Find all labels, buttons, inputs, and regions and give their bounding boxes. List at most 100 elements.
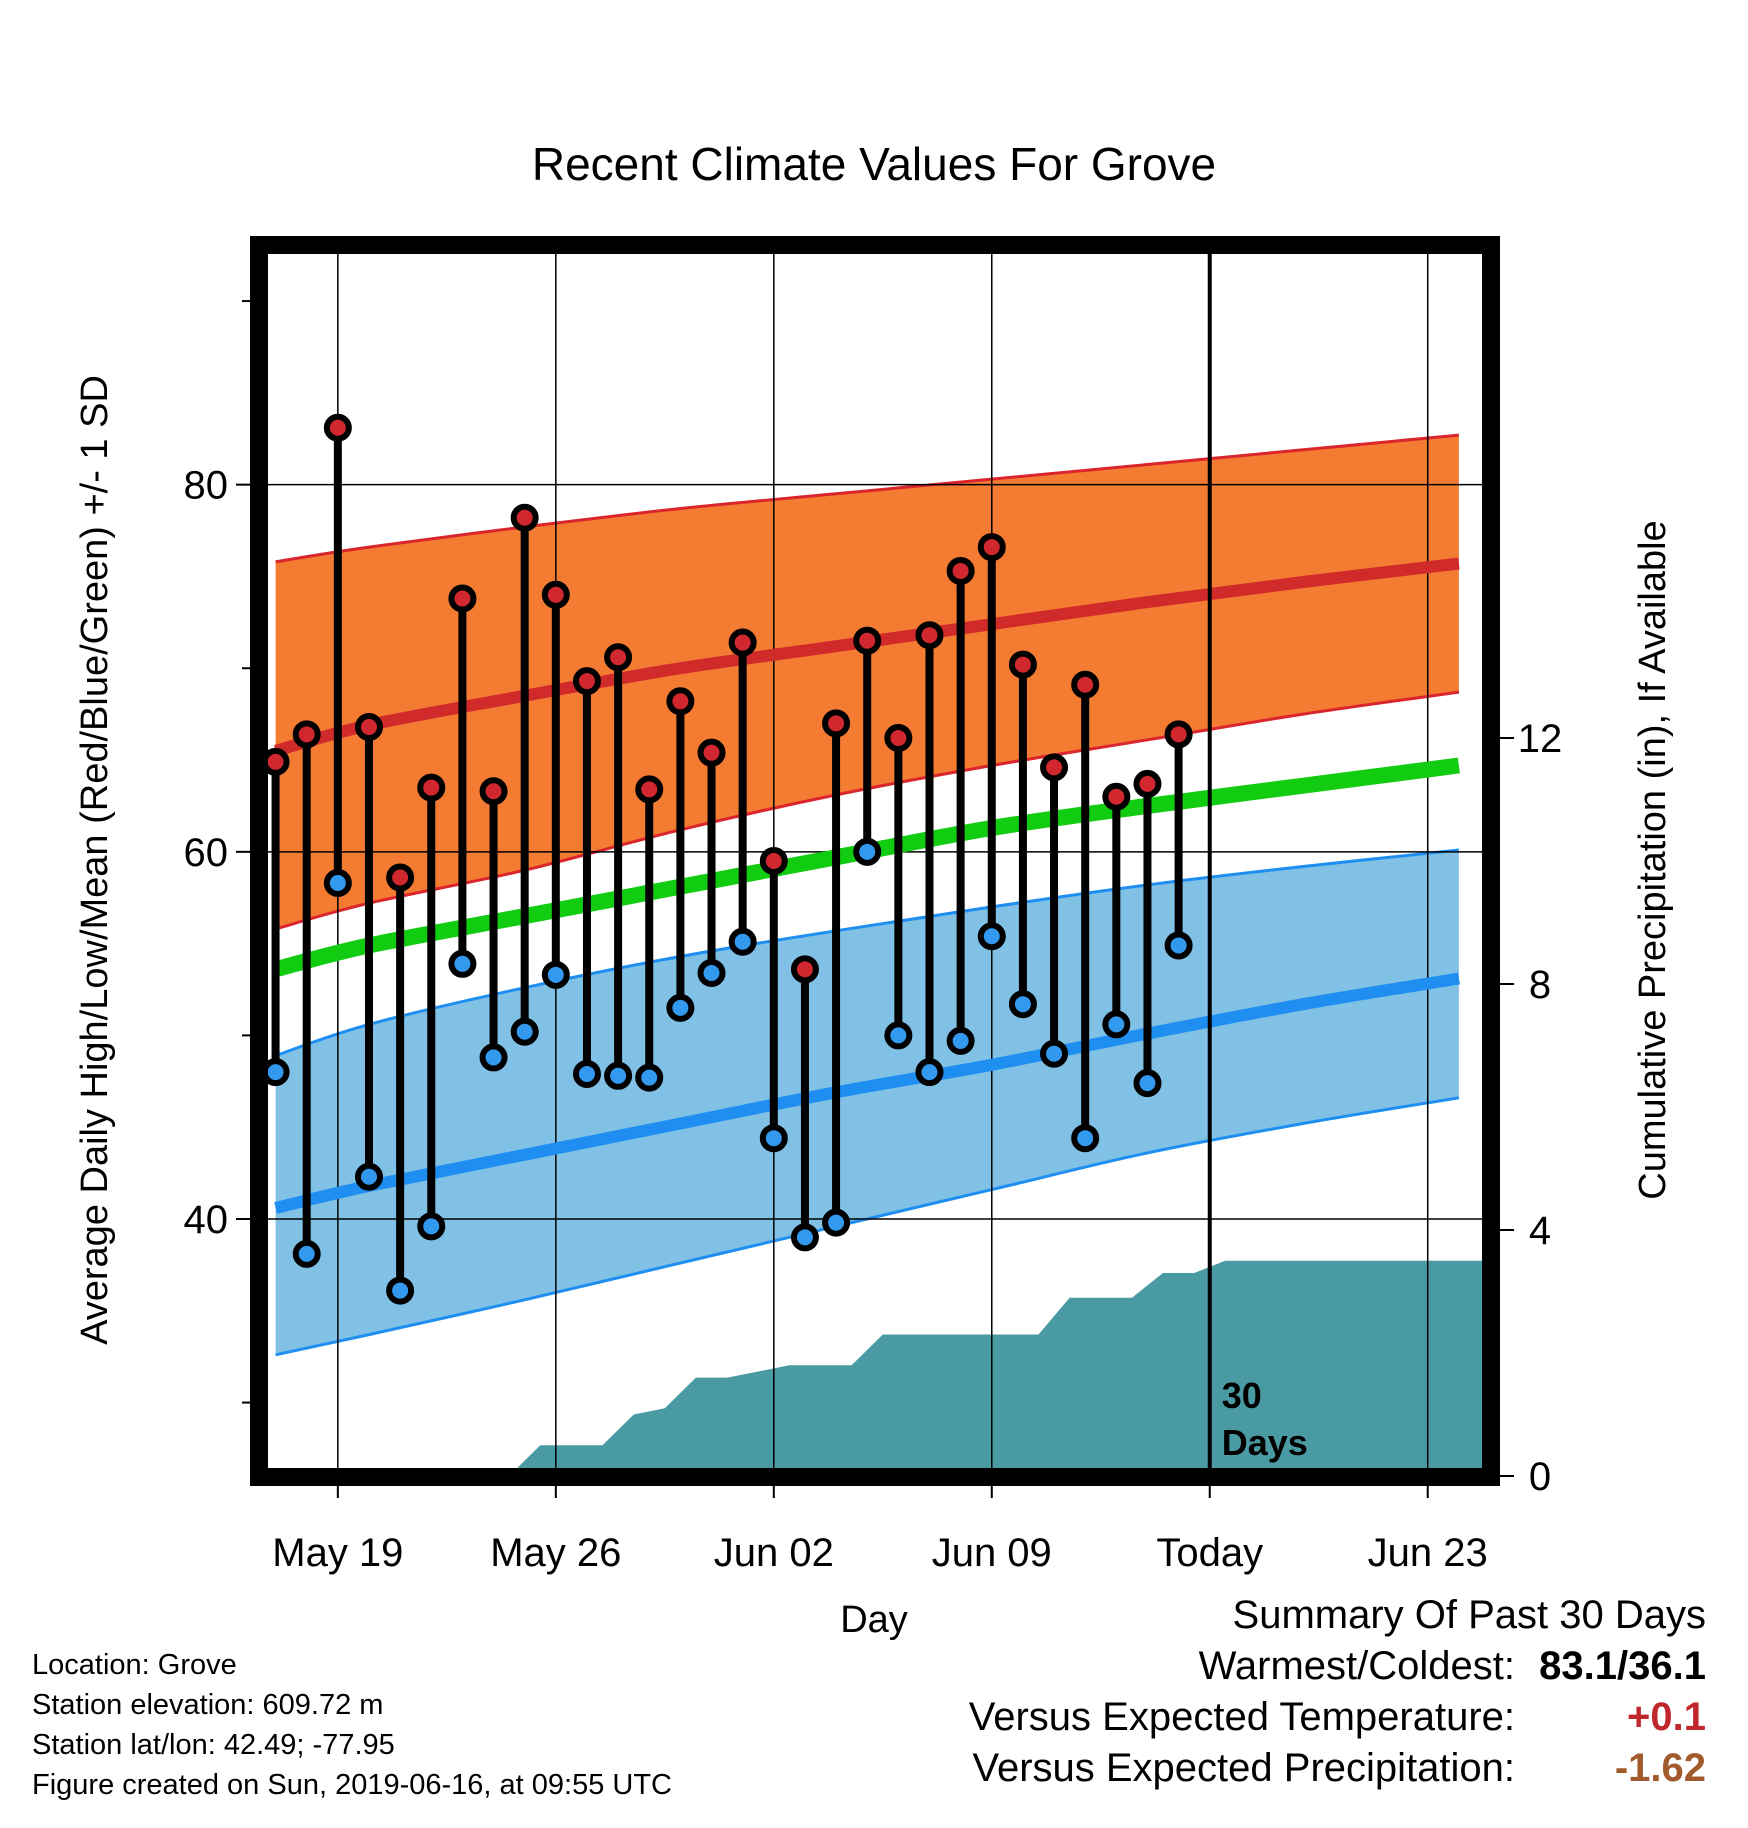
high-temp-point (822, 709, 851, 738)
low-temp-point (448, 949, 477, 978)
low-temp-point (790, 1223, 819, 1252)
high-temp-point (604, 643, 633, 672)
high-temp-point (1164, 720, 1193, 749)
y-tick-label: 60 (184, 831, 229, 875)
low-temp-point (417, 1212, 446, 1241)
low-temp-point (884, 1021, 913, 1050)
low-temp-point (822, 1208, 851, 1237)
summary-precip: Versus Expected Precipitation: -1.62 (969, 1743, 1706, 1794)
high-band-lower-edge (275, 690, 1460, 931)
low-temp-point (697, 958, 726, 987)
warm-cold-label: Warmest/Coldest: (1198, 1644, 1515, 1688)
today-annotation-line2: Days (1222, 1422, 1308, 1463)
low-temp-point (541, 960, 570, 989)
low-temp-point (479, 1043, 508, 1072)
x-axis-label: Day (840, 1599, 908, 1641)
summary-heading: Summary Of Past 30 Days (1232, 1593, 1706, 1637)
high-temp-point (853, 626, 882, 655)
y-axis-label-right: Cumulative Precipitation (in), If Availa… (1632, 520, 1674, 1199)
x-tick-label: Today (1156, 1531, 1263, 1575)
high-temp-point (541, 580, 570, 609)
high-temp-point (417, 773, 446, 802)
high-temp-point (728, 628, 757, 657)
temp-label: Versus Expected Temperature: (968, 1695, 1515, 1739)
summary-temp: Versus Expected Temperature: +0.1 (969, 1692, 1706, 1743)
plot-frame (250, 236, 1500, 1486)
temp-value: +0.1 (1627, 1695, 1706, 1739)
high-temp-point (666, 687, 695, 716)
low-temp-point (635, 1063, 664, 1092)
low-temp-point (1040, 1039, 1069, 1068)
summary-warm-cold: Warmest/Coldest: 83.1/36.1 (969, 1641, 1706, 1692)
low-temp-point (977, 922, 1006, 951)
high-temp-point (510, 503, 539, 532)
high-temp-point (946, 556, 975, 585)
x-tick-label: Jun 23 (1368, 1531, 1488, 1575)
low-temp-point (666, 993, 695, 1022)
low-temp-point (759, 1124, 788, 1153)
low-temp-point (572, 1059, 601, 1088)
x-tick-label: May 26 (490, 1531, 621, 1575)
low-temp-point (1164, 931, 1193, 960)
latlon-text: Station lat/lon: 42.49; -77.95 (32, 1729, 395, 1761)
y2-tick-label: 8 (1529, 963, 1551, 1007)
high-temp-point (1133, 769, 1162, 798)
summary-panel: Summary Of Past 30 Days Warmest/Coldest:… (969, 1590, 1706, 1794)
low-temp-point (728, 927, 757, 956)
low-temp-point (1102, 1010, 1131, 1039)
high-temp-point (323, 413, 352, 442)
elevation-text: Station elevation: 609.72 m (32, 1689, 384, 1721)
low-temp-point (510, 1017, 539, 1046)
high-temp-point (572, 667, 601, 696)
today-annotation-line1: 30 (1222, 1375, 1262, 1416)
high-temp-point (448, 584, 477, 613)
precip-label: Versus Expected Precipitation: (972, 1746, 1515, 1790)
low-band-upper-edge (275, 848, 1460, 1058)
low-temp-point (323, 869, 352, 898)
chart-title: Recent Climate Values For Grove (532, 138, 1216, 190)
high-temp-point (479, 777, 508, 806)
high-temp-point (884, 724, 913, 752)
plot-area (260, 246, 1490, 1476)
high-temp-point (790, 955, 819, 984)
high-temp-point (292, 720, 321, 749)
precip-area (509, 1260, 1490, 1476)
high-temp-point (1040, 753, 1069, 782)
high-temp-point (635, 775, 664, 804)
high-temp-point (697, 738, 726, 767)
normal-high-line (273, 557, 1460, 757)
low-temp-point (604, 1061, 633, 1090)
x-tick-label: Jun 02 (714, 1531, 834, 1575)
x-tick-label: Jun 09 (932, 1531, 1052, 1575)
high-temp-point (915, 621, 944, 650)
normal-low-line (274, 972, 1460, 1214)
low-temp-point (292, 1239, 321, 1268)
high-temp-point (1102, 782, 1131, 811)
low-temp-point (946, 1026, 975, 1055)
y-tick-label: 80 (184, 464, 229, 508)
y2-tick-label: 0 (1529, 1455, 1551, 1499)
y2-tick-label: 12 (1518, 717, 1563, 761)
low-temp-point (915, 1058, 944, 1087)
created-text: Figure created on Sun, 2019-06-16, at 09… (32, 1769, 672, 1801)
low-temp-point (1071, 1124, 1100, 1153)
high-temp-point (759, 847, 788, 875)
high-temp-point (386, 863, 415, 892)
high-band-upper-edge (275, 433, 1460, 564)
low-temp-point (1133, 1069, 1162, 1098)
high-temp-point (1071, 670, 1100, 699)
x-tick-label: May 19 (272, 1531, 403, 1575)
warm-cold-value: 83.1/36.1 (1539, 1644, 1706, 1688)
location-text: Location: Grove (32, 1649, 237, 1681)
low-temp-point (354, 1162, 383, 1191)
y-tick-label: 40 (184, 1198, 229, 1242)
high-temp-point (1008, 650, 1037, 679)
normal-mean-line (273, 757, 1460, 978)
low-sd-band (275, 850, 1459, 1355)
precip-value: -1.62 (1614, 1746, 1706, 1790)
high-temp-point (354, 712, 383, 741)
low-temp-point (386, 1276, 415, 1305)
high-temp-point (977, 533, 1006, 562)
low-temp-point (1008, 990, 1037, 1019)
